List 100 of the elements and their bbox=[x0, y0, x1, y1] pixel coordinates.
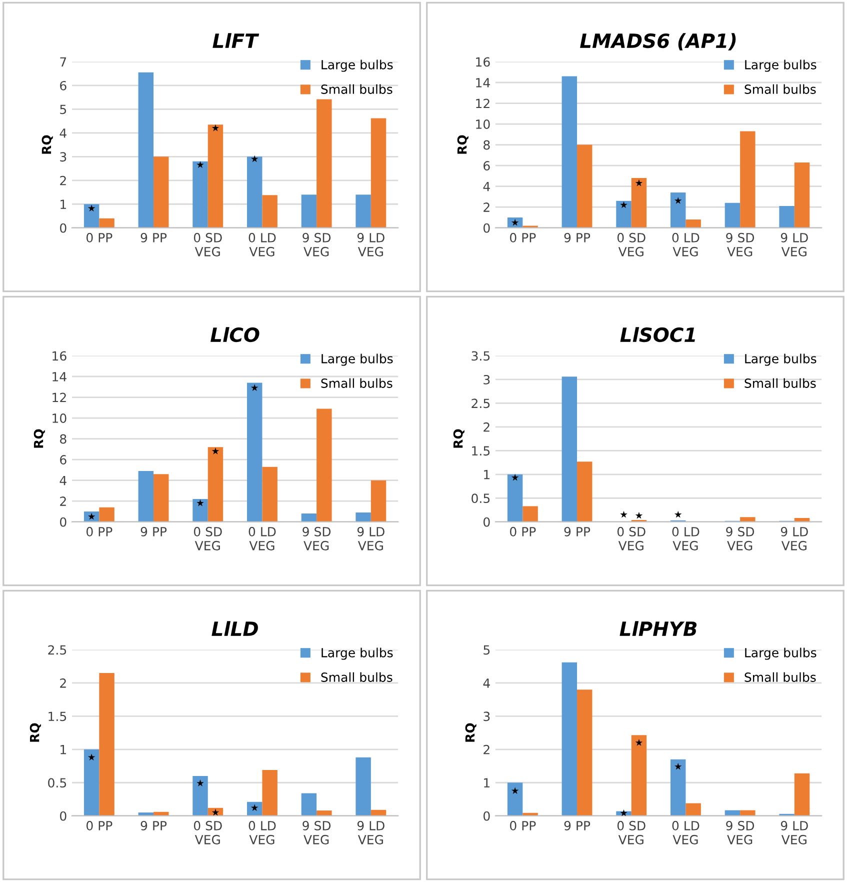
y-tick-label: 1 bbox=[484, 470, 490, 480]
x-tick-label: 9 LD VEG bbox=[357, 232, 384, 256]
x-tick-label: 0 PP bbox=[86, 232, 112, 242]
x-tick-label: 9 PP bbox=[140, 232, 167, 242]
x-tick-label: 9 LD VEG bbox=[780, 526, 808, 550]
x-tick-label: 9 PP bbox=[564, 820, 590, 830]
y-tick-label: 10 bbox=[52, 414, 66, 423]
legend-label: Small bulbs bbox=[321, 672, 392, 682]
x-tick-label: 0 LD VEG bbox=[672, 232, 700, 256]
x-tick-label: 9 SD VEG bbox=[726, 232, 754, 256]
y-tick-label: 4 bbox=[483, 182, 490, 192]
y-tick-label: 6 bbox=[60, 455, 66, 464]
y-tick-label: 16 bbox=[476, 57, 490, 67]
x-tick-label: 0 LD VEG bbox=[248, 232, 276, 256]
x-tick-label: 9 SD VEG bbox=[726, 820, 754, 844]
x-tick-label: 0 LD VEG bbox=[248, 526, 276, 550]
y-tick-label: 1 bbox=[60, 745, 66, 754]
y-axis-title: RQ bbox=[30, 723, 41, 742]
x-tick-label: 9 SD VEG bbox=[726, 526, 754, 550]
x-tick-label: 0 SD VEG bbox=[617, 820, 646, 844]
legend-label: Small bulbs bbox=[321, 378, 392, 388]
y-tick-label: 5 bbox=[60, 104, 66, 114]
chart-title: LMADS6 (AP1) bbox=[580, 33, 736, 50]
x-tick-label: 0 PP bbox=[510, 820, 536, 830]
y-tick-label: 16 bbox=[52, 351, 66, 361]
y-tick-label: 12 bbox=[476, 98, 490, 108]
legend-label: Small bulbs bbox=[744, 378, 816, 388]
y-axis-title: RQ bbox=[465, 723, 476, 742]
y-tick-label: 1 bbox=[484, 778, 490, 788]
legend-label: Large bulbs bbox=[745, 648, 816, 660]
x-tick-label: 9 SD VEG bbox=[302, 820, 331, 844]
x-tick-label: 0 LD VEG bbox=[248, 820, 276, 844]
y-tick-label: 3 bbox=[60, 152, 66, 162]
y-axis-title: RQ bbox=[457, 135, 468, 154]
x-tick-label: 0 SD VEG bbox=[617, 526, 646, 550]
x-tick-label: 9 LD VEG bbox=[780, 820, 808, 844]
x-tick-label: 9 LD VEG bbox=[357, 526, 384, 550]
y-tick-label: 0 bbox=[60, 223, 66, 233]
y-axis-title: RQ bbox=[42, 135, 53, 154]
y-tick-label: 2 bbox=[484, 744, 490, 754]
x-tick-label: 9 PP bbox=[140, 526, 167, 536]
y-tick-label: 6 bbox=[484, 161, 490, 170]
legend-label: Small bulbs bbox=[744, 672, 816, 682]
x-tick-label: 9 PP bbox=[564, 232, 590, 242]
y-tick-label: 0 bbox=[484, 223, 490, 233]
y-tick-label: 12 bbox=[52, 392, 66, 402]
y-tick-label: 0 bbox=[60, 517, 66, 527]
y-tick-label: 2 bbox=[484, 202, 490, 212]
legend-label: Large bulbs bbox=[745, 60, 816, 72]
x-tick-label: 0 SD VEG bbox=[194, 820, 222, 844]
x-tick-label: 0 LD VEG bbox=[672, 526, 700, 550]
y-tick-label: 5 bbox=[484, 645, 490, 655]
y-tick-label: 1.5 bbox=[472, 446, 490, 456]
x-tick-label: 0 SD VEG bbox=[194, 232, 222, 256]
chart-title: LlFT bbox=[212, 33, 260, 48]
y-tick-label: 2 bbox=[484, 422, 490, 432]
legend-label: Large bulbs bbox=[745, 354, 816, 366]
y-axis-title: RQ bbox=[453, 429, 464, 448]
y-tick-label: 2 bbox=[60, 496, 66, 506]
y-tick-label: 1 bbox=[60, 200, 66, 209]
chart-title: LlLD bbox=[212, 621, 258, 636]
x-tick-label: 9 SD VEG bbox=[302, 526, 331, 550]
chart-title: LlSOC1 bbox=[620, 327, 695, 342]
chart-title: LlPHYB bbox=[620, 621, 697, 636]
y-axis-title: RQ bbox=[34, 429, 45, 448]
y-tick-label: 0 bbox=[484, 811, 490, 821]
y-tick-label: 10 bbox=[476, 120, 490, 129]
x-tick-label: 0 PP bbox=[510, 526, 536, 536]
x-tick-label: 9 LD VEG bbox=[780, 232, 808, 256]
x-tick-label: 0 SD VEG bbox=[617, 232, 646, 256]
y-tick-label: 4 bbox=[60, 128, 66, 138]
chart-title: LlCO bbox=[210, 327, 260, 342]
y-tick-label: 14 bbox=[52, 372, 66, 382]
x-tick-label: 0 SD VEG bbox=[194, 526, 222, 550]
x-tick-label: 9 PP bbox=[140, 820, 167, 830]
y-tick-label: 0 bbox=[484, 517, 490, 527]
y-tick-label: 0.5 bbox=[48, 778, 66, 788]
x-tick-label: 9 SD VEG bbox=[302, 232, 331, 256]
y-tick-label: 2 bbox=[60, 176, 66, 186]
x-tick-label: 0 PP bbox=[86, 526, 112, 536]
y-tick-label: 0 bbox=[60, 811, 66, 821]
legend-label: Large bulbs bbox=[322, 354, 393, 366]
y-tick-label: 14 bbox=[476, 78, 490, 88]
x-tick-label: 0 LD VEG bbox=[672, 820, 700, 844]
y-tick-label: 3.5 bbox=[472, 351, 490, 361]
y-tick-label: 3 bbox=[484, 374, 490, 384]
y-tick-label: 2 bbox=[60, 678, 66, 688]
x-tick-label: 9 LD VEG bbox=[357, 820, 384, 844]
y-tick-label: 6 bbox=[60, 80, 66, 90]
y-tick-label: 8 bbox=[60, 434, 66, 444]
y-tick-label: 4 bbox=[483, 678, 490, 688]
y-tick-label: 1.5 bbox=[48, 712, 66, 722]
x-tick-label: 0 PP bbox=[86, 820, 112, 830]
x-tick-label: 0 PP bbox=[510, 232, 536, 242]
legend-label: Large bulbs bbox=[322, 648, 393, 660]
legend-label: Small bulbs bbox=[321, 84, 392, 94]
y-tick-label: 2.5 bbox=[472, 398, 490, 408]
x-tick-label: 9 PP bbox=[564, 526, 590, 536]
y-tick-label: 8 bbox=[484, 140, 490, 150]
y-tick-label: 7 bbox=[60, 57, 66, 66]
